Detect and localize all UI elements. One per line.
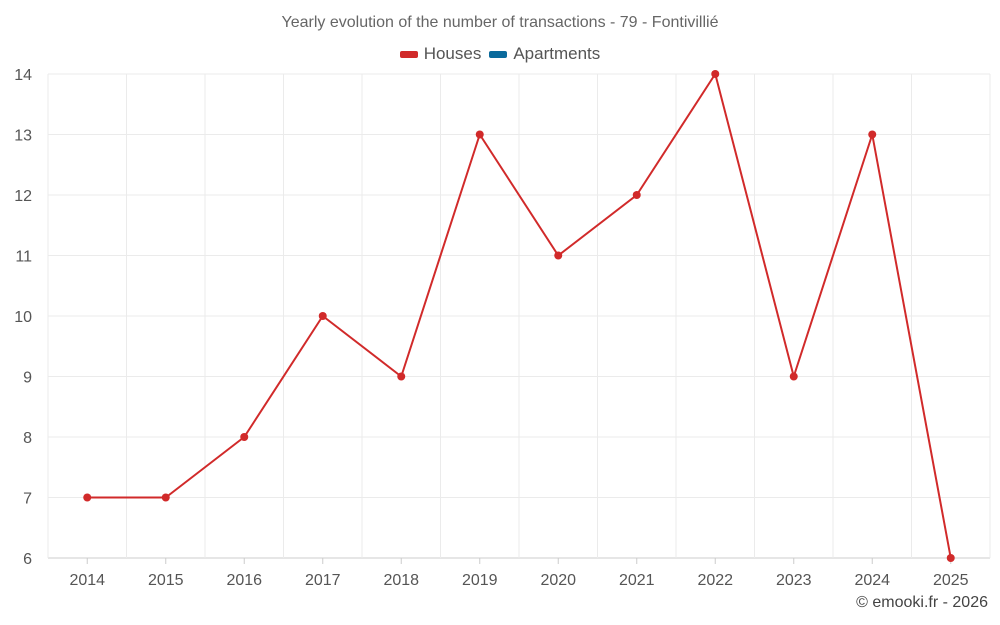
series-line-houses xyxy=(87,73,952,559)
legend-label-apartments: Apartments xyxy=(513,44,601,63)
x-tick-label: 2021 xyxy=(619,572,655,589)
x-tick-label: 2024 xyxy=(854,572,890,589)
legend-swatch-houses xyxy=(399,50,418,58)
x-tick-label: 2020 xyxy=(540,572,576,589)
x-tick-label: 2018 xyxy=(383,572,419,589)
data-point-houses xyxy=(868,130,877,139)
data-point-houses xyxy=(475,130,484,139)
data-point-houses xyxy=(397,372,406,381)
y-tick-label: 13 xyxy=(14,128,32,145)
y-tick-label: 6 xyxy=(23,551,32,568)
data-point-houses xyxy=(318,312,327,320)
data-point-houses xyxy=(554,251,563,260)
y-tick-label: 12 xyxy=(14,188,32,205)
legend-item-apartments[interactable]: Apartments xyxy=(489,44,600,64)
y-tick-label: 8 xyxy=(23,430,32,447)
x-tick-label: 2022 xyxy=(697,572,733,589)
x-tick-label: 2016 xyxy=(226,572,262,589)
x-tick-label: 2025 xyxy=(933,572,969,589)
chart-title: Yearly evolution of the number of transa… xyxy=(281,14,719,31)
y-tick-label: 7 xyxy=(23,491,32,508)
data-point-houses xyxy=(711,70,720,78)
legend: Houses Apartments xyxy=(0,44,1000,64)
y-tick-label: 9 xyxy=(23,370,32,387)
legend-item-houses[interactable]: Houses xyxy=(399,44,482,64)
x-tick-label: 2015 xyxy=(148,572,184,589)
data-point-houses xyxy=(946,554,955,562)
data-point-houses xyxy=(632,191,641,199)
x-tick-label: 2014 xyxy=(69,572,105,589)
credit-text: © emooki.fr - 2026 xyxy=(856,594,988,611)
data-point-houses xyxy=(789,372,798,381)
x-tick-label: 2017 xyxy=(305,572,341,589)
data-point-houses xyxy=(161,493,170,502)
y-tick-label: 11 xyxy=(15,249,32,266)
x-tick-label: 2023 xyxy=(776,572,812,589)
y-tick-label: 14 xyxy=(14,67,32,84)
legend-label-houses: Houses xyxy=(423,44,482,63)
data-point-houses xyxy=(83,493,92,502)
data-point-houses xyxy=(240,433,249,441)
x-tick-label: 2019 xyxy=(462,572,498,589)
legend-swatch-apartments xyxy=(489,50,508,58)
y-tick-label: 10 xyxy=(14,309,32,326)
